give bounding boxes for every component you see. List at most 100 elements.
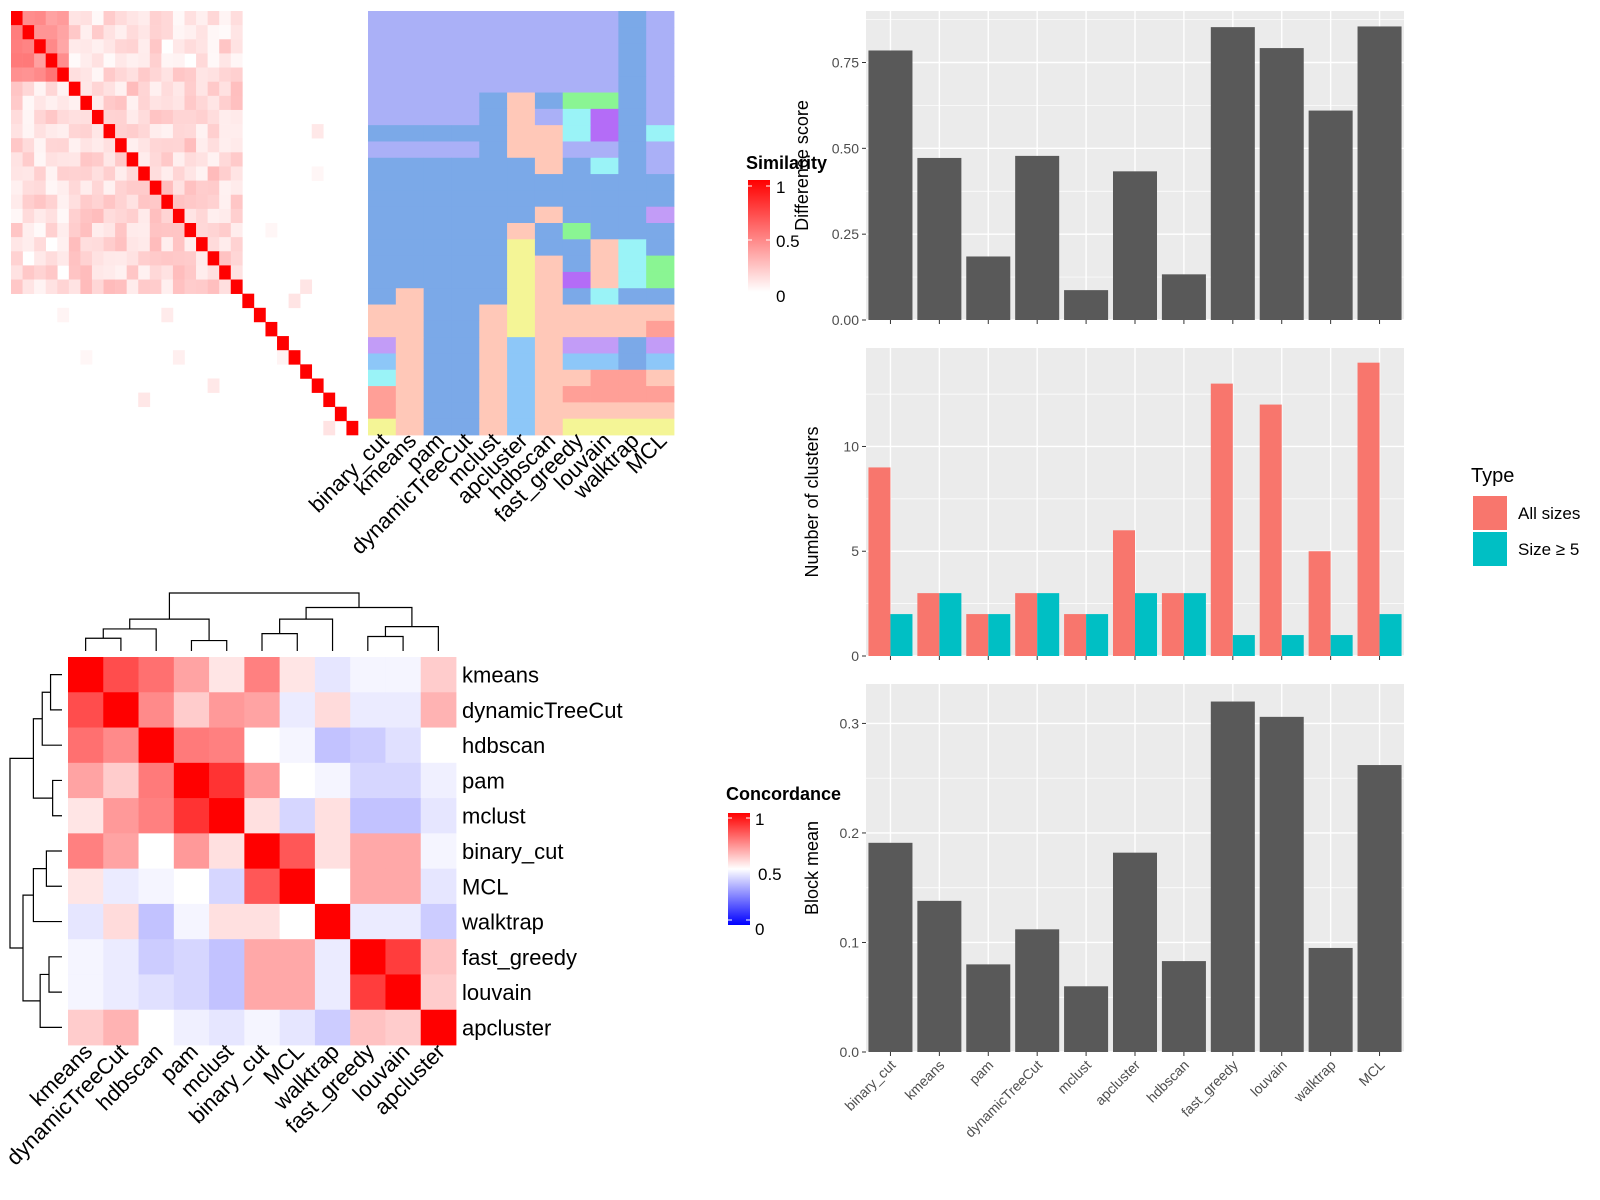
concordance-cell (385, 868, 422, 905)
similarity-cell (103, 279, 116, 294)
similarity-cell (184, 251, 197, 266)
concordance-row-label: MCL (462, 874, 508, 899)
similarity-cell (230, 81, 243, 97)
cluster-cell (368, 141, 397, 159)
bar-all-sizes (1357, 362, 1380, 656)
similarity-cell (219, 138, 232, 153)
concordance-cell (138, 833, 175, 870)
cluster-cell (562, 239, 591, 257)
cluster-cell (618, 125, 647, 142)
cluster-cell (423, 92, 452, 110)
similarity-cell (196, 223, 208, 238)
similarity-cell (91, 166, 104, 181)
concordance-cell (209, 727, 245, 764)
concordance-cell (68, 833, 104, 870)
similarity-cell (22, 223, 35, 238)
concordance-cell (103, 939, 139, 975)
cluster-cell (646, 76, 675, 93)
similarity-cell (230, 166, 243, 181)
cluster-cell (451, 353, 480, 371)
cluster-cell (479, 76, 508, 93)
cluster-cell (590, 141, 619, 159)
concordance-column-dendrogram (85, 592, 439, 651)
concordance-cell (314, 1009, 351, 1046)
concordance-cell (103, 974, 139, 1011)
similarity-cell (68, 166, 81, 181)
concordance-cell (173, 903, 210, 940)
similarity-cell (196, 166, 208, 181)
cluster-cell (534, 271, 564, 289)
concordance-cell (385, 1009, 422, 1046)
similarity-cell (91, 180, 104, 196)
cluster-cell (646, 369, 675, 387)
similarity-cell (57, 67, 70, 82)
similarity-cell (311, 124, 324, 139)
similarity-cell (138, 124, 151, 139)
similarity-cell (138, 81, 151, 97)
similarity-cell (103, 67, 116, 82)
cluster-cell (507, 304, 536, 322)
similarity-cell (138, 265, 151, 280)
similarity-color-bar (748, 180, 770, 292)
similarity-cell (196, 265, 208, 280)
similarity-cell (219, 208, 232, 224)
concordance-legend: Concordance 1 0.5 0 (726, 784, 841, 939)
cluster-cell (590, 337, 619, 354)
similarity-cell (300, 279, 313, 294)
concordance-heatmap (68, 657, 457, 1046)
cluster-cell (423, 174, 452, 191)
cluster-cell (507, 337, 536, 354)
dendrogram-branch (129, 618, 210, 641)
concordance-cell (103, 798, 139, 834)
cluster-cell (507, 108, 536, 126)
similarity-cell (138, 237, 151, 252)
concordance-cell (209, 833, 245, 870)
concordance-cell (209, 692, 245, 728)
cluster-cell (562, 174, 591, 191)
cluster-cell (423, 304, 452, 322)
concordance-cell (420, 868, 457, 905)
cluster-cell (368, 125, 397, 142)
similarity-cell (172, 138, 185, 153)
similarity-cell (68, 208, 81, 224)
similarity-cell (103, 166, 116, 181)
bar (1357, 26, 1402, 320)
cluster-cell (451, 190, 480, 208)
similarity-cell (161, 109, 174, 125)
concordance-cell (314, 903, 351, 940)
concordance-cell (173, 692, 210, 728)
cluster-cell (507, 27, 536, 45)
cluster-cell (368, 206, 397, 224)
cluster-cell (590, 206, 619, 224)
concordance-cell (314, 833, 351, 870)
similarity-cell (57, 138, 70, 153)
concordance-cell (314, 762, 351, 799)
concordance-cell (279, 727, 316, 764)
similarity-cell (207, 11, 220, 26)
similarity-cell (184, 194, 197, 210)
cluster-cell (423, 239, 452, 257)
concordance-cell (314, 939, 351, 975)
similarity-cell (57, 152, 70, 167)
bar (917, 900, 962, 1052)
similarity-cell (161, 307, 174, 323)
cluster-cell (479, 190, 508, 208)
similarity-cell (80, 265, 93, 280)
cluster-cell (646, 288, 675, 305)
x-tick-label: louvain (1247, 1057, 1290, 1100)
similarity-cell (91, 25, 104, 40)
similarity-cell (126, 138, 139, 153)
similarity-cell (34, 180, 46, 196)
bar-size-ge5 (1135, 593, 1158, 656)
concordance-cell (138, 974, 175, 1011)
concordance-cell (209, 974, 245, 1011)
cluster-cell (507, 43, 536, 61)
bar (1259, 48, 1304, 321)
similarity-cell (80, 81, 93, 97)
similarity-cell (22, 138, 35, 153)
similarity-cell (126, 152, 139, 167)
y-axis-title: Number of clusters (802, 426, 822, 577)
x-tick-label: walktrap (1290, 1057, 1339, 1106)
bar (966, 256, 1011, 320)
cluster-cell (451, 239, 480, 257)
